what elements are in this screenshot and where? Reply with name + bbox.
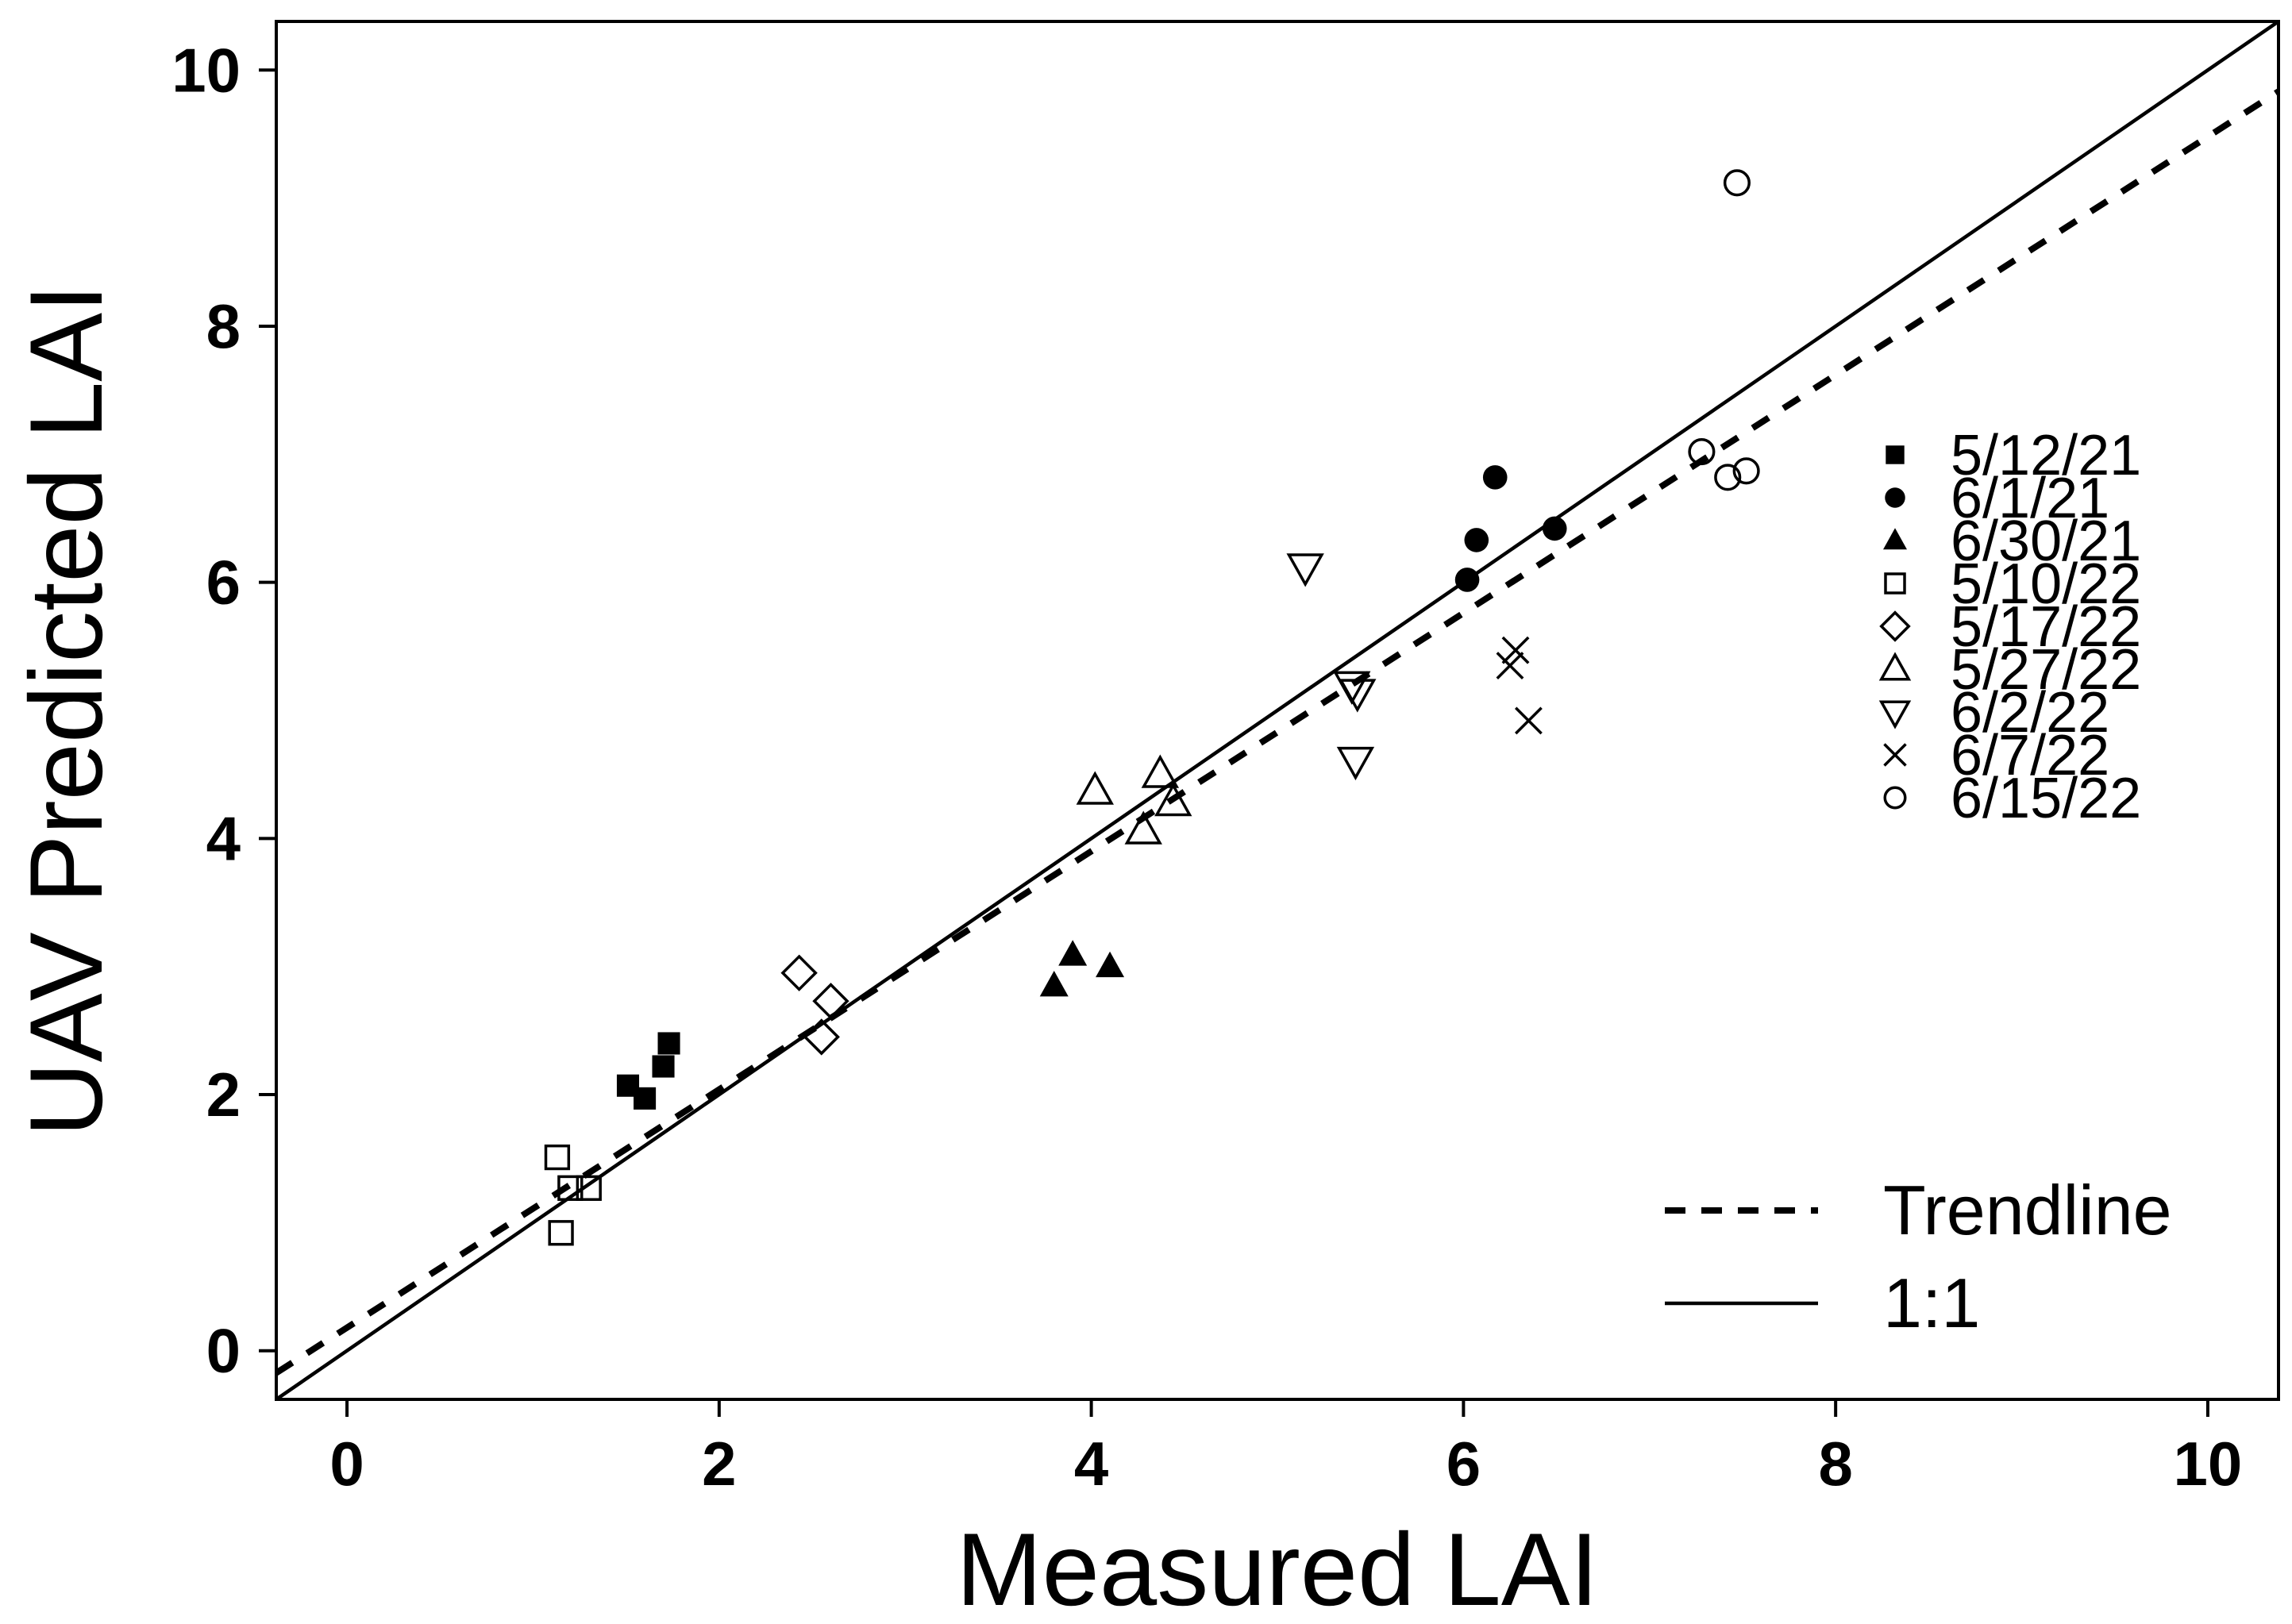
series-5-12-21 xyxy=(616,1032,680,1110)
axes: 0 2 4 6 8 10 0 2 4 6 8 10 xyxy=(171,35,2242,1499)
legend-marker xyxy=(1886,445,1905,464)
legend-line-label: Trendline xyxy=(1883,1171,2172,1249)
data-point xyxy=(1496,652,1524,679)
data-point xyxy=(803,1018,840,1056)
legend-marker xyxy=(1883,786,1907,810)
series-5-10-22 xyxy=(544,1144,602,1246)
legend-label: 5/12/21 xyxy=(1951,424,2141,487)
legend-marker xyxy=(1885,487,1905,508)
data-point xyxy=(1336,746,1375,781)
data-point xyxy=(1339,679,1377,713)
legend-line-label: 1:1 xyxy=(1883,1264,1980,1342)
data-point xyxy=(1732,457,1760,485)
legend-marker xyxy=(1883,743,1907,767)
x-tick-label: 8 xyxy=(1818,1429,1852,1499)
data-point xyxy=(548,1220,574,1246)
data-point xyxy=(1454,568,1480,592)
legend: 5/12/216/1/216/30/215/10/225/17/225/27/2… xyxy=(1665,424,2172,1342)
data-point xyxy=(634,1087,657,1110)
x-tick-label: 4 xyxy=(1074,1429,1108,1499)
series-5-17-22 xyxy=(780,954,849,1056)
reference-lines xyxy=(276,21,2279,1399)
legend-label: 5/17/22 xyxy=(1951,595,2141,659)
legend-label: 6/30/21 xyxy=(1951,510,2141,573)
data-point xyxy=(812,983,849,1020)
legend-label: 5/27/22 xyxy=(1951,638,2141,702)
legend-label: 5/10/22 xyxy=(1951,552,2141,616)
legend-marker xyxy=(1878,700,1912,729)
data-point xyxy=(1688,438,1716,466)
y-tick-label: 4 xyxy=(206,803,241,873)
legend-marker xyxy=(1884,572,1906,595)
legend-label: 6/15/22 xyxy=(1951,767,2141,830)
data-point xyxy=(1096,951,1125,978)
x-axis-title: Measured LAI xyxy=(956,1511,1598,1624)
data-point xyxy=(780,954,818,991)
plot-frame xyxy=(275,20,2280,1401)
data-point xyxy=(1464,528,1489,552)
data-points xyxy=(544,169,1760,1246)
data-point xyxy=(1286,553,1324,587)
series-6-15-22 xyxy=(1688,169,1760,491)
series-6-2-22 xyxy=(1286,553,1377,781)
data-point xyxy=(1076,771,1114,805)
legend-marker xyxy=(1878,652,1912,681)
data-point xyxy=(544,1144,571,1171)
legend-marker xyxy=(1883,528,1907,550)
data-point xyxy=(1514,706,1543,735)
y-axis-title: UAV Predicted LAI xyxy=(8,284,124,1137)
data-point xyxy=(1039,970,1069,997)
y-tick-label: 8 xyxy=(206,291,241,361)
data-point xyxy=(1501,636,1530,664)
data-point xyxy=(1482,465,1508,490)
data-point xyxy=(1058,940,1088,966)
data-point xyxy=(1124,810,1162,845)
data-point xyxy=(1542,516,1567,541)
trendline xyxy=(276,88,2279,1376)
x-tick-label: 2 xyxy=(702,1429,736,1499)
data-point xyxy=(652,1055,675,1078)
data-point xyxy=(576,1175,602,1201)
data-point xyxy=(557,1175,584,1201)
legend-label: 6/2/22 xyxy=(1951,681,2109,745)
data-point xyxy=(1154,782,1192,817)
legend-marker xyxy=(1879,610,1911,642)
x-tick-label: 0 xyxy=(329,1429,364,1499)
series-6-30-21 xyxy=(1039,940,1125,997)
y-tick-label: 6 xyxy=(206,548,241,618)
data-point xyxy=(1723,169,1751,197)
legend-label: 6/1/21 xyxy=(1951,467,2109,530)
series-6-7-22 xyxy=(1496,636,1543,735)
series-5-27-22 xyxy=(1076,754,1192,845)
series-6-1-21 xyxy=(1454,465,1567,592)
data-point xyxy=(657,1032,680,1055)
data-point xyxy=(1714,464,1742,491)
x-tick-label: 10 xyxy=(2174,1429,2243,1499)
one-to-one-line xyxy=(276,21,2279,1399)
y-tick-label: 2 xyxy=(206,1060,241,1129)
legend-label: 6/7/22 xyxy=(1951,724,2109,787)
x-tick-label: 6 xyxy=(1446,1429,1481,1499)
y-tick-label: 0 xyxy=(206,1316,241,1386)
data-point xyxy=(1141,754,1180,788)
y-tick-label: 10 xyxy=(171,35,241,105)
